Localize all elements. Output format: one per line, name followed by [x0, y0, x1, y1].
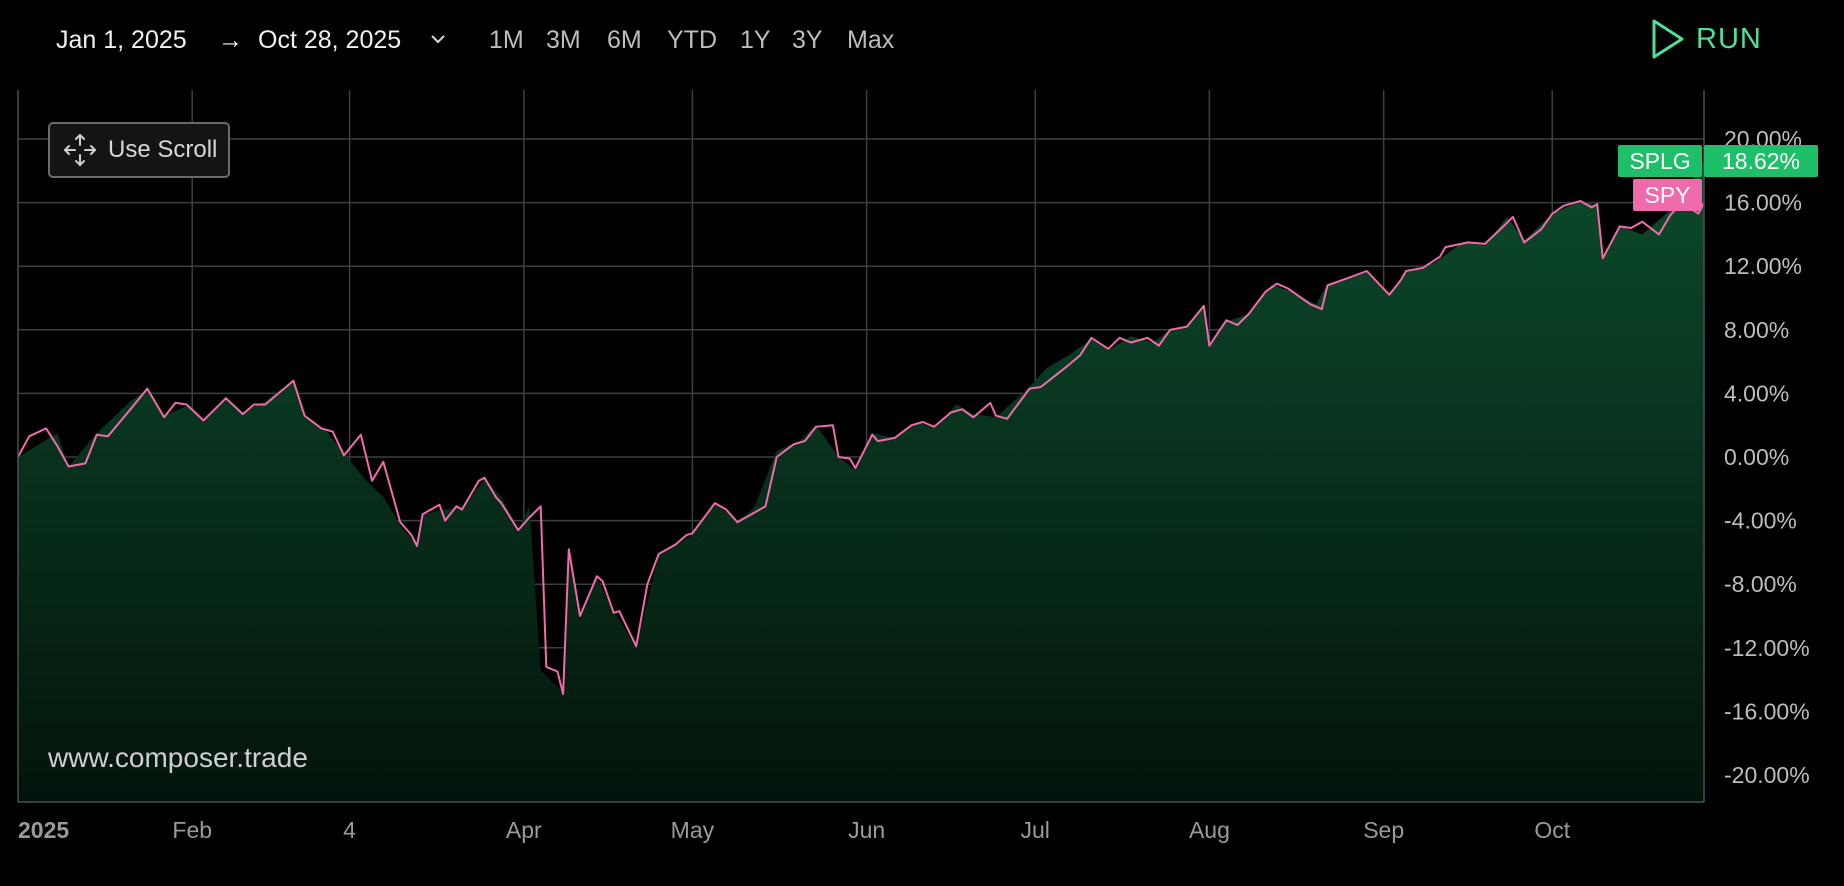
play-icon: [1652, 19, 1684, 59]
use-scroll-label: Use Scroll: [108, 136, 218, 163]
y-tick-label: 4.00%: [1724, 380, 1789, 406]
y-tick-label: 0.00%: [1724, 444, 1789, 470]
x-tick-label: 4: [343, 817, 356, 843]
arrow-right-icon: →: [218, 26, 243, 54]
y-tick-label: -16.00%: [1724, 698, 1810, 724]
x-tick-label: Feb: [172, 817, 212, 843]
splg-series-badge: SPLG: [1618, 145, 1702, 177]
splg-series-area: [18, 160, 1704, 802]
range-max-button[interactable]: Max: [847, 26, 895, 54]
range-ytd-button[interactable]: YTD: [667, 26, 717, 54]
end-date[interactable]: Oct 28, 2025: [258, 26, 402, 54]
range-6m-button[interactable]: 6M: [607, 26, 642, 54]
chart-line-layer: [17, 200, 1705, 695]
use-scroll-button[interactable]: Use Scroll: [48, 122, 230, 178]
y-tick-label: 16.00%: [1724, 190, 1802, 216]
start-date[interactable]: Jan 1, 2025: [56, 26, 187, 54]
run-label: RUN: [1696, 22, 1762, 55]
spy-series-badge: SPY: [1633, 179, 1702, 211]
toolbar: Jan 1, 2025 → Oct 28, 2025 1M 3M 6M YTD …: [0, 0, 1844, 84]
range-3m-button[interactable]: 3M: [546, 26, 581, 54]
range-3y-button[interactable]: 3Y: [792, 26, 823, 54]
x-tick-label: Jul: [1021, 817, 1050, 843]
y-tick-label: 8.00%: [1724, 317, 1789, 343]
x-tick-label: Apr: [506, 817, 542, 843]
range-1m-button[interactable]: 1M: [489, 26, 524, 54]
y-tick-label: 12.00%: [1724, 253, 1802, 279]
watermark: www.composer.trade: [48, 742, 308, 773]
x-tick-label: Oct: [1534, 817, 1570, 843]
splg-value-badge: 18.62%: [1704, 145, 1818, 177]
x-tick-label: 2025: [18, 817, 69, 843]
chevron-down-icon[interactable]: [430, 34, 446, 44]
chart-area-layer: [18, 160, 1704, 802]
y-tick-label: -12.00%: [1724, 635, 1810, 661]
spy-series-line: [17, 200, 1705, 695]
y-tick-label: -4.00%: [1724, 508, 1797, 534]
x-tick-label: Sep: [1363, 817, 1404, 843]
y-tick-label: -8.00%: [1724, 571, 1797, 597]
move-arrows-icon: [64, 134, 96, 166]
range-1y-button[interactable]: 1Y: [740, 26, 771, 54]
x-tick-label: Jun: [848, 817, 885, 843]
x-tick-label: Aug: [1189, 817, 1230, 843]
y-tick-label: -20.00%: [1724, 762, 1810, 788]
x-tick-label: May: [671, 817, 715, 843]
run-button[interactable]: RUN: [1650, 18, 1762, 60]
